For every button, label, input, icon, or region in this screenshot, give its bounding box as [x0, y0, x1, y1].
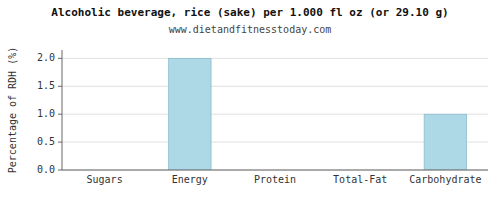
y-tick-label: 2.0 [37, 52, 55, 63]
title: Alcoholic beverage, rice (sake) per 1.00… [51, 6, 448, 19]
bars [169, 58, 467, 170]
x-tick-label: Total-Fat [333, 174, 387, 185]
y-ticks: 0.0 0.5 1.0 1.5 2.0 [37, 52, 62, 175]
chart-svg: 0.0 0.5 1.0 1.5 2.0 Sugars Energy Protein Total-… [0, 0, 500, 200]
y-tick [58, 86, 62, 87]
y-tick [58, 142, 62, 143]
x-tick-label: Protein [254, 174, 296, 185]
chart-container: 0.0 0.5 1.0 1.5 2.0 Sugars Energy Protein Total-… [0, 0, 500, 200]
y-tick-label: 1.0 [37, 108, 55, 119]
x-tick-label: Carbohydrate [409, 174, 481, 185]
y-tick [58, 170, 62, 171]
y-tick-label: 0.5 [37, 136, 55, 147]
y-tick-label: 0.0 [37, 164, 55, 175]
bar [169, 58, 212, 170]
grid-line [62, 170, 488, 171]
y-tick [58, 114, 62, 115]
grid-line [62, 58, 488, 59]
x-tick-label: Sugars [87, 174, 123, 185]
x-axis-line [62, 170, 488, 171]
y-tick-label: 1.5 [37, 80, 55, 91]
subtitle: www.dietandfitnesstoday.com [169, 24, 332, 35]
y-grid [62, 58, 488, 170]
bar [424, 114, 467, 170]
y-tick [58, 58, 62, 59]
grid-line [62, 86, 488, 87]
y-axis-line [62, 50, 63, 170]
y-axis-label: Percentage of RDH (%) [7, 47, 18, 173]
x-tick-label: Energy [172, 174, 208, 185]
x-ticks: Sugars Energy Protein Total-Fat Carbohydrate [87, 174, 482, 185]
